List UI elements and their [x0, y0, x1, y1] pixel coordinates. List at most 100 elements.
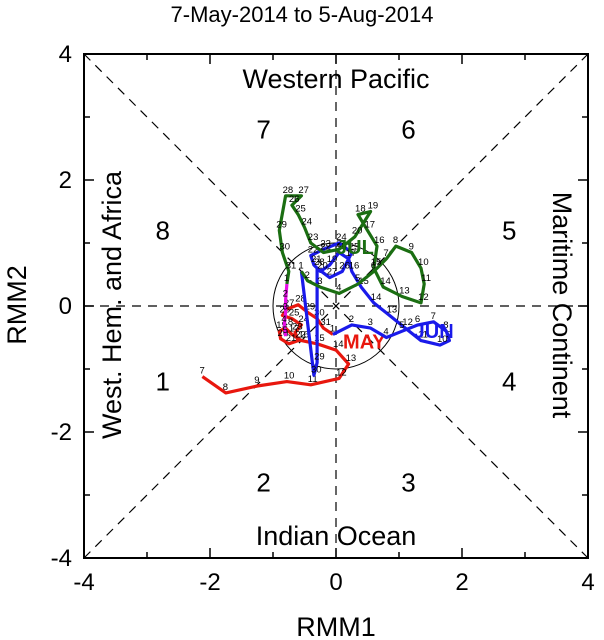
day-label: 2: [349, 314, 354, 325]
day-label: 13: [399, 286, 410, 297]
day-label: 12: [402, 317, 413, 328]
y-axis-label: RMM2: [2, 265, 32, 345]
day-label: 18: [355, 204, 366, 215]
y-tick-label: 2: [59, 167, 72, 194]
month-label-jun: JUN: [414, 321, 454, 343]
day-label: 25: [289, 308, 300, 319]
day-label: 14: [380, 276, 391, 287]
day-label: 23: [320, 238, 331, 249]
month-label-may: MAY: [343, 332, 386, 354]
day-label: 23: [292, 321, 303, 332]
day-label: 22: [320, 241, 331, 252]
day-label: 7: [199, 366, 204, 377]
phase-label-4: 4: [502, 367, 516, 397]
day-label: 22: [308, 245, 319, 256]
phase-label-6: 6: [401, 115, 415, 145]
region-label-left: West. Hem. and Africa: [97, 170, 127, 439]
day-label: 7: [431, 311, 436, 322]
day-label: 28: [314, 257, 325, 268]
day-label: 31: [286, 260, 297, 271]
y-tick-label: 0: [59, 293, 72, 320]
day-label: 11: [308, 374, 318, 385]
y-tick-label: -4: [51, 545, 72, 572]
phase-label-5: 5: [502, 215, 516, 245]
day-label: 24: [298, 314, 309, 325]
day-label: 27: [284, 298, 295, 309]
x-tick-label: -2: [199, 569, 220, 596]
day-label: 13: [346, 353, 357, 364]
day-label: 18: [283, 317, 294, 328]
day-label: 8: [393, 235, 398, 246]
series-line-jul: [277, 194, 426, 305]
day-label: 2: [305, 270, 310, 281]
day-label: 3: [317, 276, 322, 287]
day-label: 23: [308, 232, 319, 243]
day-label: 1: [330, 323, 335, 334]
x-axis-label: RMM1: [296, 612, 376, 640]
day-label: 24: [302, 216, 313, 227]
day-label: 4: [281, 314, 286, 325]
day-label: 4: [336, 282, 341, 293]
day-label: 6: [415, 314, 420, 325]
day-label: 5: [399, 320, 404, 331]
day-label: 14: [371, 292, 382, 303]
day-label: 12: [336, 367, 347, 378]
phase-label-8: 8: [156, 215, 170, 245]
day-label: 31: [320, 317, 331, 328]
day-label: 4: [383, 327, 388, 338]
day-label: 14: [333, 339, 344, 350]
chart-title: 7-May-2014 to 5-Aug-2014: [170, 2, 434, 27]
day-label: 19: [368, 201, 379, 212]
day-label: 15: [314, 333, 325, 344]
day-label: 29: [314, 352, 325, 363]
day-label: 25: [349, 241, 360, 252]
day-label: 9: [409, 241, 414, 252]
region-label-top: Western Pacific: [242, 64, 429, 94]
series-line-may: [201, 303, 351, 395]
day-label: 13: [387, 304, 398, 315]
day-label: 24: [336, 232, 347, 243]
day-label: 27: [298, 185, 309, 196]
day-label: 16: [349, 260, 360, 271]
day-label: 1: [284, 273, 289, 284]
day-label: 11: [421, 273, 431, 284]
day-label: 10: [284, 371, 295, 382]
day-label: 26: [339, 260, 350, 271]
day-label: 28: [295, 294, 306, 305]
day-label: 29: [305, 301, 316, 312]
phase-label-2: 2: [256, 467, 270, 497]
day-label: 1: [298, 260, 303, 271]
day-label: 25: [295, 204, 306, 215]
region-label-right: Maritime Continent: [547, 192, 577, 419]
y-tick-label: 4: [59, 41, 72, 68]
phase-guides: [83, 53, 589, 559]
day-label: 10: [437, 334, 448, 345]
day-label: 15: [371, 257, 382, 268]
phase-label-3: 3: [401, 467, 415, 497]
day-label: 9: [254, 375, 259, 386]
month-label-jul: JUL: [336, 237, 374, 259]
x-tick-label: 0: [329, 569, 342, 596]
series-line-jun: [299, 241, 451, 377]
day-label: 8: [223, 382, 228, 393]
day-label: 21: [286, 333, 297, 344]
region-label-bottom: Indian Ocean: [256, 521, 417, 551]
series-aug: 1 23 45: [281, 273, 289, 337]
day-label: 8: [443, 320, 448, 331]
day-label: 30: [311, 364, 322, 375]
day-label: 16: [298, 330, 309, 341]
x-tick-label: 4: [581, 569, 594, 596]
day-label: 9: [446, 330, 451, 341]
day-label: 2: [283, 289, 288, 300]
x-tick-label: 2: [455, 569, 468, 596]
phase-label-1: 1: [156, 367, 170, 397]
day-label: 7: [383, 248, 388, 259]
y-tick-label: -2: [51, 419, 72, 446]
day-label: 5: [355, 273, 360, 284]
day-label: 3: [283, 301, 288, 312]
day-label: 6: [371, 260, 376, 271]
